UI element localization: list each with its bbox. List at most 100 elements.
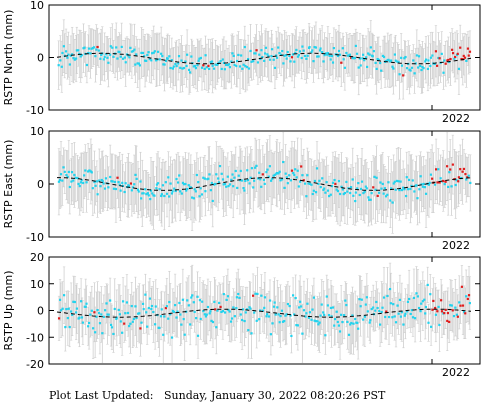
data-point xyxy=(109,53,112,56)
data-point xyxy=(328,54,331,57)
data-point xyxy=(228,310,231,313)
data-point xyxy=(272,305,276,308)
data-point xyxy=(62,45,65,48)
data-point xyxy=(208,312,211,315)
data-point xyxy=(92,327,95,330)
data-point xyxy=(88,169,91,172)
data-point xyxy=(427,321,430,324)
data-point xyxy=(70,180,73,183)
data-point xyxy=(324,334,327,337)
data-point xyxy=(391,201,394,204)
data-point xyxy=(299,300,302,303)
data-point xyxy=(280,309,284,312)
data-point xyxy=(201,300,204,303)
data-point xyxy=(368,321,371,324)
data-point xyxy=(93,180,96,184)
data-point xyxy=(293,60,296,63)
recent-point xyxy=(434,306,437,310)
data-point xyxy=(288,54,291,57)
data-point xyxy=(205,66,208,69)
data-point xyxy=(152,51,155,54)
data-point xyxy=(357,182,360,185)
data-point xyxy=(79,181,83,184)
data-point xyxy=(271,177,274,180)
data-point xyxy=(393,180,396,183)
data-point xyxy=(398,298,402,301)
data-point xyxy=(240,179,244,182)
data-point xyxy=(349,191,352,195)
recent-point xyxy=(446,319,449,323)
data-point xyxy=(289,179,293,182)
recent-point xyxy=(436,310,439,313)
data-point xyxy=(196,295,199,298)
data-point xyxy=(244,311,247,314)
data-point xyxy=(171,67,175,70)
panel-1: -10 0 10 2022 RSTP East (mm) xyxy=(2,125,481,252)
recent-point xyxy=(462,167,466,171)
recent-point xyxy=(431,308,434,311)
data-point xyxy=(341,47,344,50)
data-point xyxy=(324,191,327,194)
data-point xyxy=(165,192,169,195)
data-point xyxy=(170,192,174,195)
data-point xyxy=(417,66,420,69)
data-point xyxy=(294,296,297,300)
data-point xyxy=(302,49,305,52)
recent-point xyxy=(466,47,470,50)
data-point xyxy=(275,56,279,59)
data-point xyxy=(305,195,308,198)
data-point xyxy=(189,186,192,189)
data-point xyxy=(469,181,472,185)
data-point xyxy=(141,192,144,195)
data-point xyxy=(200,193,204,196)
data-point xyxy=(67,170,70,174)
data-point xyxy=(210,181,213,185)
recent-point xyxy=(434,168,438,171)
data-point xyxy=(366,65,369,69)
recent-point xyxy=(116,176,119,179)
data-point xyxy=(256,61,260,64)
data-point xyxy=(75,57,78,60)
data-point xyxy=(354,44,357,48)
data-point xyxy=(380,310,383,314)
data-point xyxy=(345,180,348,184)
data-point xyxy=(217,181,220,184)
data-point xyxy=(283,186,286,189)
data-point xyxy=(403,314,406,317)
data-point xyxy=(291,294,295,297)
data-point xyxy=(101,332,104,335)
data-point xyxy=(296,55,300,58)
recent-point xyxy=(467,294,471,297)
data-point xyxy=(418,188,421,191)
data-point xyxy=(175,177,178,181)
data-point xyxy=(333,178,336,182)
data-point xyxy=(80,54,83,57)
data-point xyxy=(105,53,108,56)
data-point xyxy=(300,305,303,308)
data-point xyxy=(112,55,115,58)
data-point xyxy=(225,298,228,301)
data-point xyxy=(376,57,379,61)
y-tick-label: 0 xyxy=(37,178,44,191)
data-point xyxy=(169,182,172,185)
data-point xyxy=(267,315,271,318)
recent-point xyxy=(164,306,168,310)
data-point xyxy=(253,52,256,55)
data-point xyxy=(112,187,115,190)
data-point xyxy=(72,57,75,60)
data-point xyxy=(70,171,74,174)
data-point xyxy=(262,178,266,181)
data-point xyxy=(94,331,97,334)
data-point xyxy=(376,306,379,310)
data-point xyxy=(82,181,85,185)
data-point xyxy=(221,310,225,313)
data-point xyxy=(91,187,94,190)
data-point xyxy=(231,52,234,55)
data-point xyxy=(400,311,403,314)
data-point xyxy=(186,187,189,191)
data-point xyxy=(403,188,406,191)
data-point xyxy=(246,169,249,172)
panel-2: -20 -10 0 10 20 2022 RSTP Up (mm) xyxy=(2,251,481,379)
data-point xyxy=(392,303,395,306)
data-point xyxy=(141,302,145,305)
